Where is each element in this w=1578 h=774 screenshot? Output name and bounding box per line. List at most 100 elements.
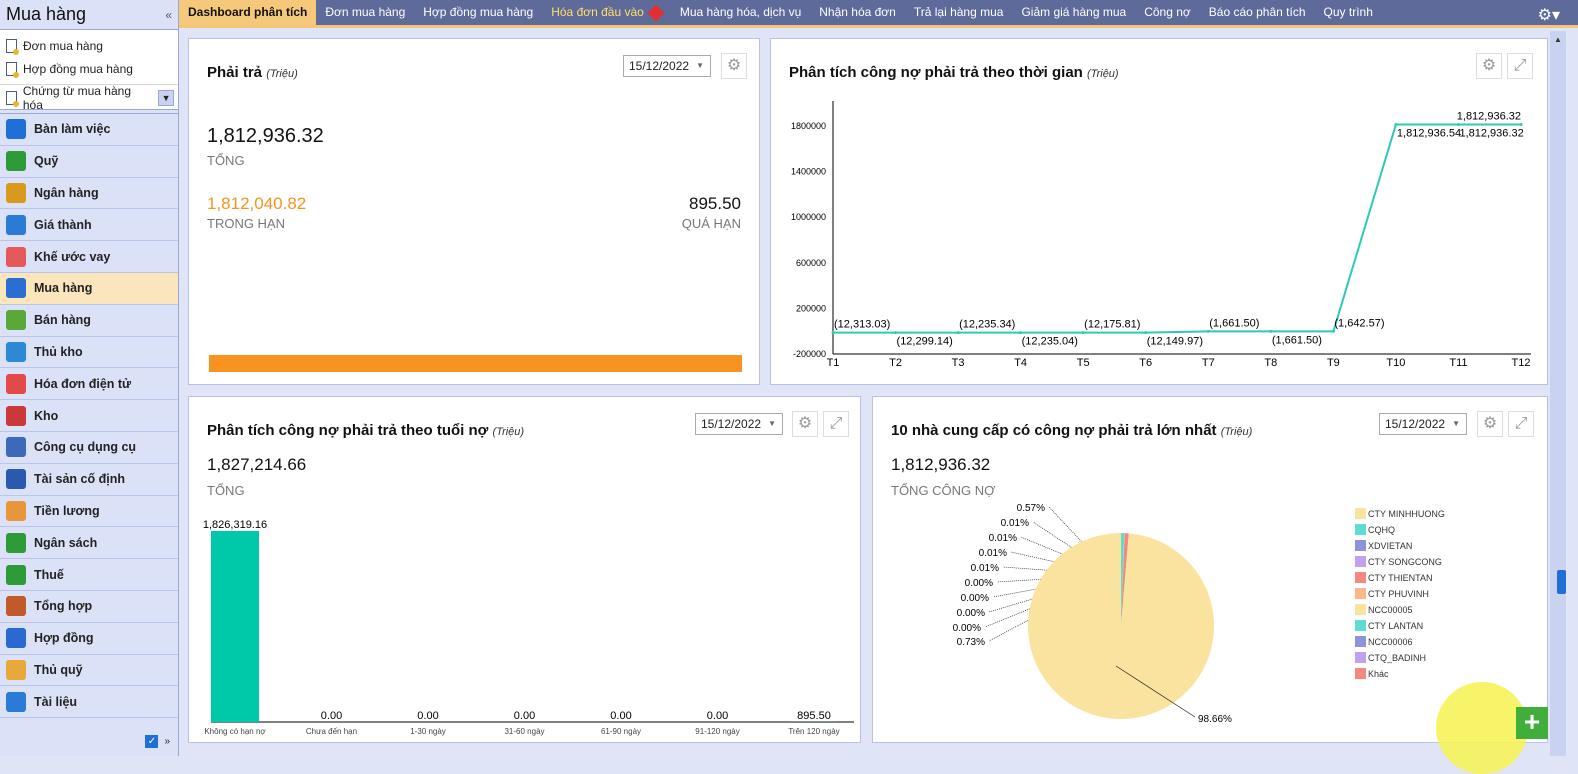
tab-5[interactable]: Nhận hóa đơn <box>810 0 905 25</box>
tab-4[interactable]: Mua hàng hóa, dịch vụ <box>671 0 810 25</box>
data-label: (12,175.81) <box>1084 319 1140 331</box>
shortcut-purchase-contract[interactable]: Hợp đồng mua hàng <box>0 57 178 80</box>
checkbox-icon[interactable]: ✓ <box>145 735 158 748</box>
data-label: (1,661.50) <box>1209 317 1259 329</box>
supplier-chart-panel: 10 nhà cung cấp có công nợ phải trả lớn … <box>872 396 1548 743</box>
x-tick-label: Chưa đến hạn <box>306 727 357 736</box>
sidebar-header: Mua hàng « <box>0 0 178 30</box>
gear-icon[interactable]: ⚙▾ <box>1538 5 1560 25</box>
sidebar-item-14[interactable]: Thuế <box>0 559 178 591</box>
legend-swatch <box>1355 652 1366 663</box>
module-label: Thủ kho <box>34 345 83 359</box>
tab-10[interactable]: Quy trình <box>1315 0 1382 25</box>
shortcut-label: Đơn mua hàng <box>23 39 103 53</box>
data-label: (12,235.04) <box>1022 336 1078 348</box>
vertical-scrollbar[interactable]: ▲ <box>1550 31 1566 756</box>
sidebar-item-9[interactable]: Kho <box>0 400 178 432</box>
legend-swatch <box>1355 572 1366 583</box>
x-tick-label: T10 <box>1386 357 1405 369</box>
scroll-up-icon[interactable]: ▲ <box>1550 35 1566 44</box>
sidebar-item-18[interactable]: Tài liệu <box>0 686 178 718</box>
tab-7[interactable]: Giảm giá hàng mua <box>1012 0 1135 25</box>
x-tick-label: Trên 120 ngày <box>788 727 839 736</box>
legend-swatch <box>1355 620 1366 631</box>
more-icon[interactable]: » <box>164 736 170 747</box>
chevron-down-icon[interactable]: ▼ <box>158 90 174 106</box>
module-label: Bàn làm việc <box>34 122 110 136</box>
data-label: 1,812,936.32 <box>1459 128 1523 140</box>
total-value: 1,812,936.32 <box>207 125 324 148</box>
sidebar-item-0[interactable]: Bàn làm việc <box>0 114 178 146</box>
in-term-value: 1,812,040.82 <box>207 194 306 214</box>
time-chart-panel: Phân tích công nợ phải trả theo thời gia… <box>770 38 1548 385</box>
x-tick-label: T11 <box>1449 357 1467 369</box>
pie-chart: 0.57%0.01%0.01%0.01%0.01%0.00%0.00%0.00%… <box>873 397 1549 744</box>
sidebar-item-17[interactable]: Thủ quỹ <box>0 655 178 687</box>
add-button[interactable]: + <box>1516 707 1548 739</box>
sidebar-item-13[interactable]: Ngân sách <box>0 527 178 559</box>
overdue-label: QUÁ HẠN <box>682 216 741 231</box>
x-tick-label: T1 <box>827 357 840 369</box>
module-icon <box>6 183 26 203</box>
total-label: TỔNG <box>207 153 245 168</box>
data-label: 0.00 <box>321 710 342 722</box>
module-icon <box>6 501 26 521</box>
sidebar-item-10[interactable]: Công cụ dụng cụ <box>0 432 178 464</box>
tab-9[interactable]: Báo cáo phân tích <box>1200 0 1315 25</box>
pie-slice <box>1028 533 1214 719</box>
sidebar-item-11[interactable]: Tài sản cố định <box>0 464 178 496</box>
overdue-value: 895.50 <box>689 194 741 214</box>
sidebar-item-3[interactable]: Giá thành <box>0 209 178 241</box>
data-point <box>1332 330 1335 333</box>
legend-swatch <box>1355 556 1366 567</box>
module-label: Quỹ <box>34 154 58 168</box>
x-tick-label: 91-120 ngày <box>695 727 739 736</box>
tab-3[interactable]: Hóa đơn đầu vào <box>542 0 671 25</box>
legend-swatch <box>1355 604 1366 615</box>
legend-label: CTY MINHHUONG <box>1368 509 1445 519</box>
sidebar-item-4[interactable]: Khế ước vay <box>0 241 178 273</box>
module-icon <box>6 565 26 585</box>
sidebar-item-1[interactable]: Quỹ <box>0 146 178 178</box>
sidebar-item-16[interactable]: Hợp đồng <box>0 623 178 655</box>
tab-2[interactable]: Hợp đồng mua hàng <box>414 0 542 25</box>
tab-label: Nhận hóa đơn <box>819 5 896 19</box>
x-tick-label: T6 <box>1139 357 1152 369</box>
y-tick-label: 1800000 <box>791 121 826 131</box>
tab-8[interactable]: Công nợ <box>1135 0 1200 25</box>
slice-label: 0.01% <box>971 563 999 574</box>
collapse-sidebar-button[interactable]: « <box>165 8 172 22</box>
voucher-type-select[interactable]: Chứng từ mua hàng hóa▼ <box>0 84 178 110</box>
sidebar-item-12[interactable]: Tiền lương <box>0 496 178 528</box>
module-icon <box>6 628 26 648</box>
cursor-highlight <box>1436 682 1528 774</box>
module-label: Tài liệu <box>34 695 77 709</box>
sidebar-item-2[interactable]: Ngân hàng <box>0 178 178 210</box>
gear-icon[interactable]: ⚙ <box>721 53 747 79</box>
date-select[interactable]: 15/12/2022 <box>623 55 711 77</box>
sidebar-item-8[interactable]: Hóa đơn điện tử <box>0 368 178 400</box>
tab-6[interactable]: Trả lại hàng mua <box>905 0 1013 25</box>
shortcut-label: Hợp đồng mua hàng <box>23 62 133 76</box>
sidebar-title: Mua hàng <box>6 4 86 25</box>
legend-label: Khác <box>1368 669 1389 679</box>
tab-1[interactable]: Đơn mua hàng <box>316 0 414 25</box>
data-label: 1,812,936.32 <box>1457 111 1521 123</box>
bar <box>211 531 259 722</box>
collapse-panel-handle[interactable] <box>1557 570 1566 594</box>
sidebar-item-7[interactable]: Thủ kho <box>0 337 178 369</box>
sidebar-item-6[interactable]: Bán hàng <box>0 305 178 337</box>
tab-0[interactable]: Dashboard phân tích <box>179 0 316 25</box>
x-tick-label: 1-30 ngày <box>410 727 446 736</box>
shortcut-purchase-order[interactable]: Đơn mua hàng <box>0 34 178 57</box>
sidebar-item-5[interactable]: Mua hàng <box>0 273 178 305</box>
x-tick-label: T7 <box>1202 357 1215 369</box>
data-point <box>1520 123 1523 126</box>
legend-label: NCC00005 <box>1368 605 1413 615</box>
data-point <box>1207 330 1210 333</box>
slice-label: 0.01% <box>1001 518 1029 529</box>
module-icon <box>6 278 26 298</box>
sidebar-item-15[interactable]: Tổng hợp <box>0 591 178 623</box>
module-icon <box>6 406 26 426</box>
